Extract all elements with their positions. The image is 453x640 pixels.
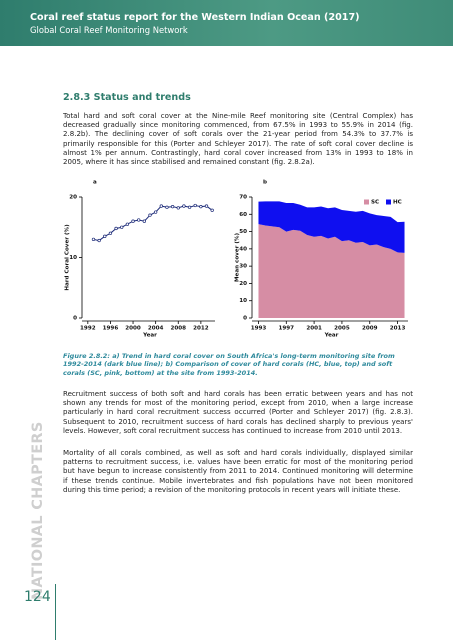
x-tick-label: 1992 [80,326,96,332]
data-point [176,206,180,210]
data-point [125,222,130,226]
x-axis-label: Year [142,333,157,339]
header-bar: Coral reef status report for the Western… [0,0,453,46]
legend-swatch [386,199,391,205]
x-axis-label: Year [324,333,339,339]
y-tick-label: 50 [239,229,247,235]
y-tick-label: 0 [243,316,247,322]
data-point [204,204,209,208]
header-subtitle: Global Coral Reef Monitoring Network [30,25,188,35]
y-tick-label: 0 [73,316,77,322]
data-point [182,204,186,208]
x-tick-label: 2009 [362,326,378,332]
y-tick-label: 40 [239,246,247,252]
legend-label: HC [393,200,402,206]
y-tick-label: 10 [239,298,247,304]
data-point [108,231,113,235]
page-number: 124 [24,589,51,605]
side-label: NATIONAL CHAPTERS [30,421,46,600]
x-tick-label: 1993 [251,326,267,332]
data-point [114,226,118,231]
header-title: Coral reef status report for the Western… [30,12,360,23]
data-point [165,205,169,209]
y-axis-label: Mean cover (%) [235,233,241,283]
data-point [148,213,152,217]
data-point [103,234,107,238]
page-rule [55,584,56,640]
y-tick-label: 30 [239,264,247,270]
y-tick-label: 10 [69,255,77,261]
paragraph: Recruitment success of both soft and har… [63,389,413,435]
x-tick-label: 1997 [279,326,295,332]
chart-b: b Mean cover (%) Year SC HC 0 10 20 30 40 50 60 70 19… [235,180,408,339]
panel-label: a [93,180,97,186]
data-point [154,210,158,214]
data-point [170,205,175,209]
x-tick-label: 2008 [170,326,186,332]
x-tick-label: 2013 [390,326,406,332]
y-tick-label: 20 [239,281,247,287]
y-axis-label: Hard Coral Cover (%) [65,224,71,291]
data-point [120,225,124,229]
x-tick-label: 2012 [193,326,209,332]
x-tick-label: 2001 [306,326,322,332]
panel-label: b [263,180,267,186]
data-line [93,204,213,242]
data-point [131,219,135,223]
x-tick-label: 2004 [148,326,164,332]
legend-swatch [364,199,369,205]
data-point [142,219,146,223]
data-point [91,237,96,241]
data-point [159,204,163,208]
x-tick-label: 1996 [103,326,119,332]
legend-label: SC [371,200,379,206]
paragraph: Mortality of all corals combined, as wel… [63,448,413,494]
paragraph: Total hard and soft coral cover at the N… [63,111,413,167]
y-tick-label: 70 [239,195,247,201]
data-point [193,203,197,208]
y-tick-label: 60 [239,212,247,218]
y-tick-label: 20 [69,195,77,201]
section-title: 2.8.3 Status and trends [63,92,191,103]
data-point [97,238,101,243]
x-tick-label: 2005 [334,326,350,332]
data-point [210,208,214,212]
chart-a: a Hard Coral Cover (%) Year 0 10 20 1992 1996 20… [65,180,215,339]
x-tick-label: 2000 [125,326,141,332]
area [258,224,405,318]
data-point [187,205,192,209]
data-point [137,218,141,222]
figure-caption: Figure 2.8.2: a) Trend in hard coral cov… [63,352,395,377]
data-point [199,205,203,209]
area [258,201,405,253]
